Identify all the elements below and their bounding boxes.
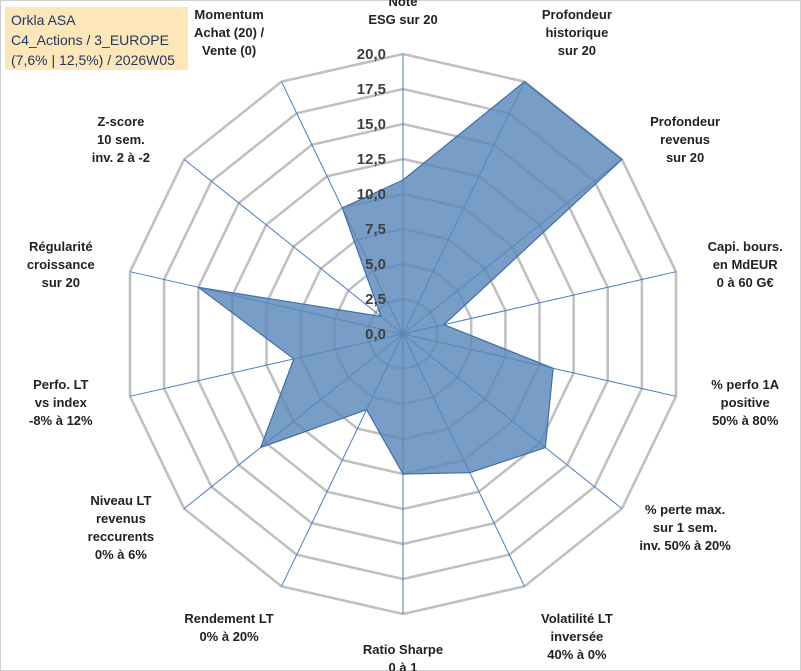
axis-label-3-line-0: Capi. bours. xyxy=(708,239,783,254)
title-line-3: (7,6% | 12,5%) / 2026W05 xyxy=(11,52,175,68)
axis-label-11: Régularité croissance sur 20 xyxy=(27,239,95,290)
tick-label-3: 7,5 xyxy=(365,221,386,238)
tick-label-5: 12,5 xyxy=(357,151,386,168)
axis-label-12-line-2: inv. 2 à -2 xyxy=(92,150,150,165)
axis-label-5: % perte max. sur 1 sem. inv. 50% à 20% xyxy=(639,502,731,553)
axis-label-2-line-0: Profondeur xyxy=(650,114,720,129)
axis-label-13-line-0: Momentum xyxy=(194,7,263,22)
tick-label-8: 20,0 xyxy=(357,46,386,63)
axis-label-13-line-1: Achat (20) / xyxy=(194,25,264,40)
axis-label-6-line-0: Volatilité LT xyxy=(541,611,613,626)
axis-label-12: Z-score 10 sem. inv. 2 à -2 xyxy=(92,114,150,165)
axis-label-7-line-0: Ratio Sharpe xyxy=(363,642,443,657)
label-layer: Note ESG sur 20 Profondeur historique sur 20… xyxy=(27,0,783,671)
axis-label-3-line-2: 0 à 60 G€ xyxy=(717,275,774,290)
axis-label-4-line-2: 50% à 80% xyxy=(712,413,779,428)
axis-label-9: Niveau LT revenus reccurents 0% à 6% xyxy=(88,493,154,562)
axis-label-4: % perfo 1A positive 50% à 80% xyxy=(711,377,780,428)
axis-label-2: Profondeur revenus sur 20 xyxy=(650,114,720,165)
tick-layer: 0,0 2,5 5,0 7,5 10,0 12,5 15,0 17,5 20,0 xyxy=(357,46,386,343)
axis-label-1-line-0: Profondeur xyxy=(542,7,612,22)
axis-label-1-line-1: historique xyxy=(545,25,608,40)
axis-label-9-line-1: revenus xyxy=(96,511,146,526)
axis-label-9-line-3: 0% à 6% xyxy=(95,547,147,562)
spoke-3 xyxy=(402,271,677,335)
spoke-12 xyxy=(183,159,404,335)
axis-label-12-line-1: 10 sem. xyxy=(97,132,145,147)
tick-label-0: 0,0 xyxy=(365,326,386,343)
axis-label-5-line-0: % perte max. xyxy=(645,502,725,517)
axis-label-0-line-0: Note xyxy=(389,0,418,9)
axis-label-8-line-0: Rendement LT xyxy=(184,611,273,626)
axis-label-8-line-1: 0% à 20% xyxy=(199,629,259,644)
title-box: Orkla ASA C4_Actions / 3_EUROPE (7,6% | … xyxy=(5,7,188,70)
axis-label-13: Momentum Achat (20) / Vente (0) xyxy=(194,7,264,58)
axis-label-12-line-0: Z-score xyxy=(97,114,144,129)
axis-label-8: Rendement LT 0% à 20% xyxy=(184,611,273,644)
tick-label-1: 2,5 xyxy=(365,291,386,308)
axis-label-5-line-1: sur 1 sem. xyxy=(653,520,717,535)
axis-label-3: Capi. bours. en MdEUR 0 à 60 G€ xyxy=(708,239,783,290)
axis-label-13-line-2: Vente (0) xyxy=(202,43,256,58)
axis-label-6-line-2: 40% à 0% xyxy=(547,647,607,662)
axis-label-5-line-2: inv. 50% à 20% xyxy=(639,538,731,553)
title-line-2: C4_Actions / 3_EUROPE xyxy=(11,32,169,48)
axis-label-7-line-1: 0 à 1 xyxy=(389,660,418,671)
axis-label-3-line-1: en MdEUR xyxy=(713,257,779,272)
axis-label-4-line-0: % perfo 1A xyxy=(711,377,780,392)
axis-label-1-line-2: sur 20 xyxy=(558,43,596,58)
axis-label-11-line-0: Régularité xyxy=(29,239,93,254)
axis-label-10-line-2: -8% à 12% xyxy=(29,413,93,428)
axis-label-11-line-2: sur 20 xyxy=(42,275,80,290)
axis-label-9-line-2: reccurents xyxy=(88,529,154,544)
tick-label-7: 17,5 xyxy=(357,81,386,98)
series-layer xyxy=(197,80,623,475)
axis-label-11-line-1: croissance xyxy=(27,257,95,272)
axis-label-6-line-1: inversée xyxy=(551,629,604,644)
axis-label-2-line-2: sur 20 xyxy=(666,150,704,165)
axis-label-9-line-0: Niveau LT xyxy=(90,493,151,508)
axis-label-0-line-1: ESG sur 20 xyxy=(368,12,437,27)
axis-label-7: Ratio Sharpe 0 à 1 xyxy=(363,642,443,671)
tick-label-2: 5,0 xyxy=(365,256,386,273)
tick-label-4: 10,0 xyxy=(357,186,386,203)
axis-label-10-line-0: Perfo. LT xyxy=(33,377,88,392)
tick-label-6: 15,0 xyxy=(357,116,386,133)
axis-label-10-line-1: vs index xyxy=(35,395,88,410)
title-line-1: Orkla ASA xyxy=(11,12,76,28)
axis-label-1: Profondeur historique sur 20 xyxy=(542,7,612,58)
axis-label-2-line-1: revenus xyxy=(660,132,710,147)
axis-label-0: Note ESG sur 20 xyxy=(368,0,437,27)
axis-label-4-line-1: positive xyxy=(721,395,770,410)
axis-label-10: Perfo. LT vs index -8% à 12% xyxy=(29,377,93,428)
axis-label-6: Volatilité LT inversée 40% à 0% xyxy=(541,611,613,662)
